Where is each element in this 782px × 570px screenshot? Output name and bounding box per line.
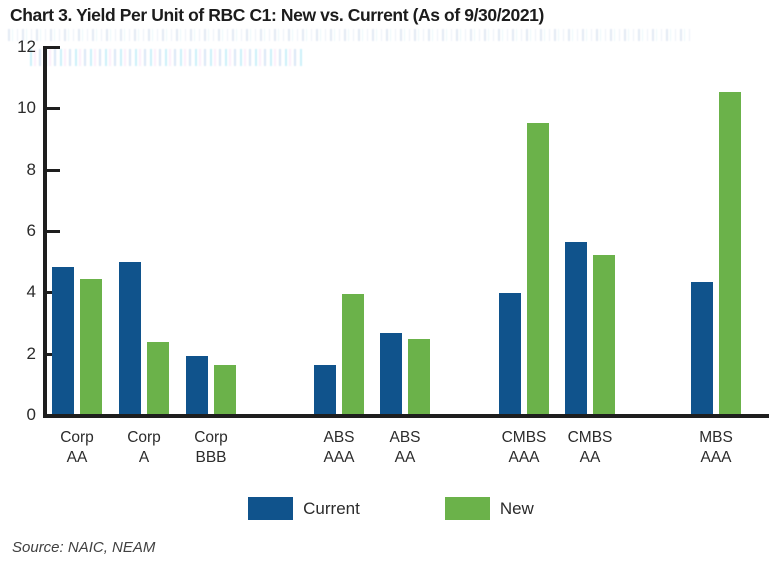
y-axis-tick-label: 2 bbox=[26, 343, 36, 363]
bar-new-corp-aa bbox=[80, 279, 102, 414]
bar-current-abs-aa bbox=[380, 332, 402, 414]
y-axis-tick bbox=[46, 230, 60, 233]
bar-current-corp-aa bbox=[52, 266, 74, 414]
y-axis-tick bbox=[46, 107, 60, 111]
y-axis-tick bbox=[46, 168, 60, 172]
x-axis-line bbox=[43, 414, 769, 418]
x-axis-label: Corp BBB bbox=[169, 428, 253, 468]
bar-current-cmbs-aa bbox=[565, 242, 587, 414]
x-label-line2: AA bbox=[66, 449, 88, 466]
y-axis-tick-label: 12 bbox=[17, 37, 36, 56]
x-axis-label: ABS AAA bbox=[297, 428, 381, 468]
x-label-line1: Corp bbox=[194, 429, 228, 446]
x-axis-label: CMBS AA bbox=[548, 428, 632, 468]
bar-new-cmbs-aaa bbox=[527, 122, 549, 414]
x-label-line1: Corp bbox=[127, 429, 161, 446]
bar-new-corp-bbb bbox=[214, 364, 236, 414]
x-label-line2: AA bbox=[394, 449, 416, 466]
legend-label-new: New bbox=[499, 498, 534, 518]
x-label-line2: BBB bbox=[195, 449, 227, 466]
x-label-line1: CMBS bbox=[501, 429, 547, 446]
x-label-line2: AAA bbox=[700, 449, 732, 466]
legend-item-current: Current bbox=[248, 497, 360, 520]
y-axis-tick-label: 4 bbox=[26, 282, 36, 302]
bar-current-abs-aaa bbox=[314, 364, 336, 414]
legend-label-current: Current bbox=[303, 498, 360, 518]
bar-new-abs-aa bbox=[408, 338, 430, 414]
new-swatch-icon bbox=[444, 497, 490, 520]
legend-item-new: New bbox=[444, 497, 534, 520]
x-axis-label: MBS AAA bbox=[674, 428, 758, 468]
x-label-line1: CMBS bbox=[567, 429, 613, 446]
chart-title: Chart 3. Yield Per Unit of RBC C1: New v… bbox=[10, 5, 544, 25]
bar-current-mbs-aaa bbox=[691, 282, 713, 414]
y-axis-tick-label: 6 bbox=[26, 221, 36, 240]
x-label-line1: ABS bbox=[389, 429, 421, 446]
source-note: Source: NAIC, NEAM bbox=[12, 539, 156, 556]
x-label-line1: MBS bbox=[699, 429, 733, 446]
faded-text-artifact bbox=[30, 49, 302, 66]
bar-new-corp-a bbox=[147, 341, 169, 414]
y-axis-tick-label: 10 bbox=[17, 98, 36, 118]
y-axis-tick-label: 0 bbox=[26, 405, 36, 424]
x-axis-label: ABS AA bbox=[363, 428, 447, 468]
x-label-line1: Corp bbox=[60, 429, 94, 446]
faded-text-artifact bbox=[8, 29, 692, 41]
x-label-line2: AAA bbox=[508, 449, 540, 466]
x-label-line1: ABS bbox=[323, 429, 355, 446]
legend: Current New bbox=[0, 497, 782, 520]
current-swatch-icon bbox=[248, 497, 294, 520]
y-axis-tick bbox=[46, 46, 60, 49]
bar-current-cmbs-aaa bbox=[499, 292, 521, 414]
x-axis-label: Corp AA bbox=[35, 428, 119, 468]
x-label-line2: AAA bbox=[323, 449, 355, 466]
bar-current-corp-bbb bbox=[186, 355, 208, 414]
bar-new-cmbs-aa bbox=[593, 254, 615, 414]
y-axis-line bbox=[43, 46, 47, 417]
y-axis-tick-label: 8 bbox=[26, 159, 36, 179]
x-axis-label: Corp A bbox=[102, 428, 186, 468]
x-axis-label: CMBS AAA bbox=[482, 428, 566, 468]
bar-new-mbs-aaa bbox=[719, 92, 741, 414]
x-label-line2: AA bbox=[579, 449, 601, 466]
bar-current-corp-a bbox=[119, 262, 141, 414]
bar-new-abs-aaa bbox=[342, 294, 364, 414]
x-label-line2: A bbox=[138, 449, 150, 466]
